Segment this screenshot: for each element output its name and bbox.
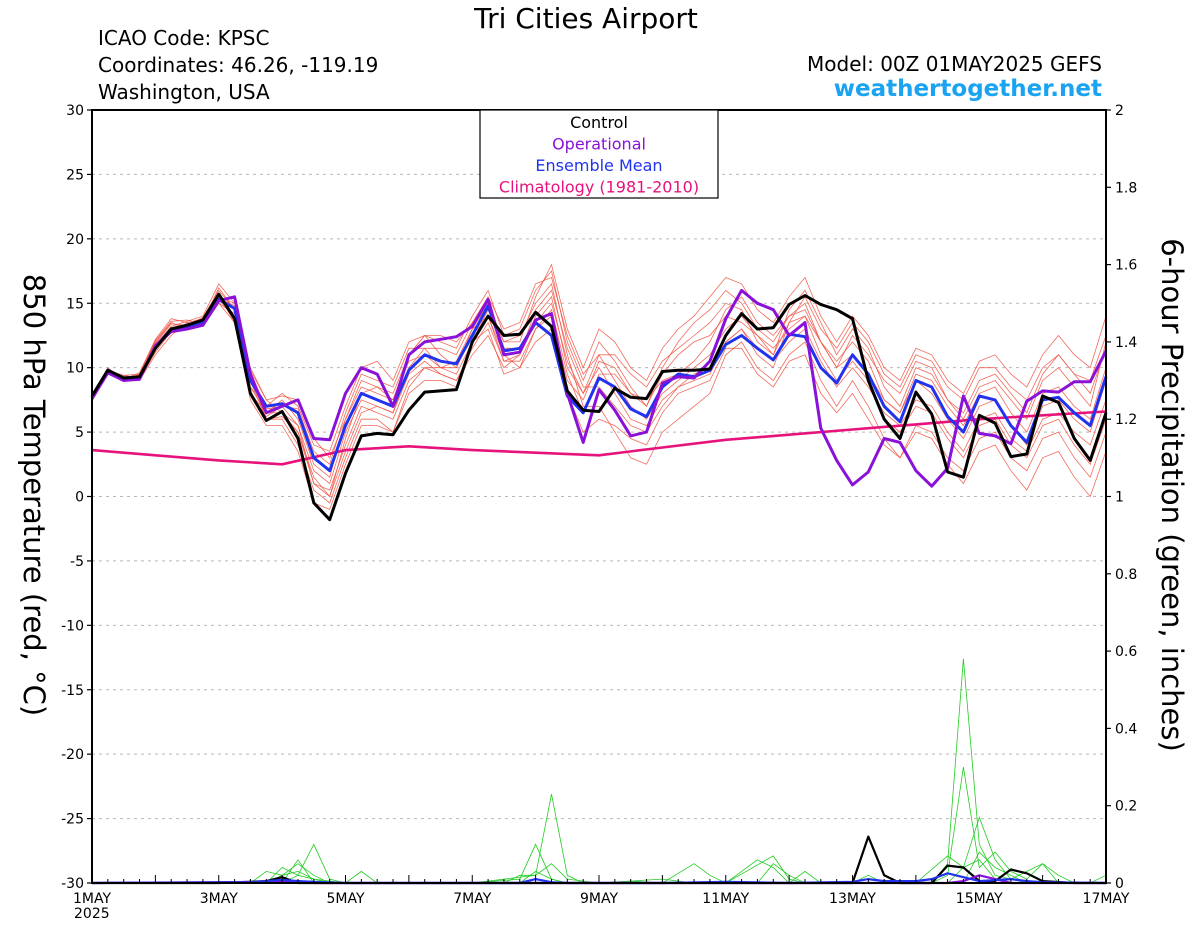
- legend-box: [479, 109, 719, 199]
- legend-entry-ensemble-mean: Ensemble Mean: [535, 156, 662, 175]
- y-tick-label: 20: [66, 232, 84, 248]
- y-tick-label: -15: [61, 683, 84, 699]
- y2-tick-label: 0.4: [1115, 721, 1137, 737]
- y-tick-label: -20: [61, 747, 84, 763]
- precip-member-line: [92, 851, 1106, 884]
- ensemble-member-line: [91, 296, 1107, 459]
- x-tick-label: 3MAY: [200, 891, 238, 907]
- y-tick-label: 15: [66, 296, 84, 312]
- series-line-climatology-1981-2010-: [91, 410, 1107, 466]
- y-tick-label: 5: [75, 425, 84, 441]
- x-tick-label: 1MAY: [73, 891, 111, 907]
- y-tick-label: -25: [61, 812, 84, 828]
- ensemble-member-line: [91, 295, 1107, 498]
- x-tick-label: 11MAY: [702, 891, 749, 907]
- y-tick-label: -30: [61, 876, 84, 892]
- site-link[interactable]: weathertogether.net: [833, 76, 1102, 102]
- legend-entry-climatology-1981-2010: Climatology (1981-2010): [499, 178, 699, 197]
- y2-tick-label: 0.8: [1115, 567, 1137, 583]
- precip-member-line: [92, 658, 1106, 884]
- x-axis-year-label: 2025: [74, 906, 110, 922]
- y2-tick-label: 0: [1115, 876, 1124, 892]
- coordinates: Coordinates: 46.26, -119.19: [98, 53, 379, 77]
- x-tick-label: 9MAY: [580, 891, 618, 907]
- y2-tick-label: 0.2: [1115, 799, 1137, 815]
- axes: 302520151050-5-10-15-20-25-3021.81.61.41…: [61, 103, 1137, 907]
- y-tick-label: -5: [70, 554, 84, 570]
- y2-tick-label: 0.6: [1115, 644, 1137, 660]
- y2-tick-label: 1.4: [1115, 335, 1137, 351]
- series-line-operational: [90, 288, 1108, 488]
- x-tick-label: 17MAY: [1083, 891, 1130, 907]
- legend-entry-operational: Operational: [552, 135, 646, 154]
- y2-tick-label: 1: [1115, 490, 1124, 506]
- x-tick-label: 7MAY: [453, 891, 491, 907]
- icao-code: ICAO Code: KPSC: [98, 26, 270, 50]
- y-tick-label: 25: [66, 167, 84, 183]
- x-tick-label: 5MAY: [326, 891, 364, 907]
- ensemble-member-line: [91, 294, 1107, 510]
- y2-tick-label: 1.6: [1115, 258, 1137, 274]
- x-tick-label: 15MAY: [956, 891, 1003, 907]
- chart-title: Tri Cities Airport: [474, 2, 698, 35]
- y-tick-label: 30: [66, 103, 84, 119]
- y-tick-label: -10: [61, 618, 84, 634]
- legend: Control Operational Ensemble Mean Climatolo…: [479, 109, 719, 199]
- gridlines: [92, 173, 1106, 820]
- region: Washington, USA: [98, 80, 270, 104]
- precip-member-line: [92, 816, 1107, 884]
- y2-tick-label: 1.8: [1115, 180, 1137, 196]
- y2-tick-label: 1.2: [1115, 412, 1137, 428]
- y-tick-label: 0: [75, 490, 84, 506]
- y2-tick-label: 2: [1115, 103, 1124, 119]
- series-line-control: [90, 292, 1108, 522]
- x-tick-label: 13MAY: [829, 891, 876, 907]
- y-tick-label: 10: [66, 361, 84, 377]
- legend-entry-control: Control: [570, 113, 628, 132]
- precip-series: [92, 658, 1107, 884]
- model-run: Model: 00Z 01MAY2025 GEFS: [807, 52, 1102, 76]
- series-line-control-precip: [92, 835, 1106, 885]
- main-series: [90, 288, 1108, 885]
